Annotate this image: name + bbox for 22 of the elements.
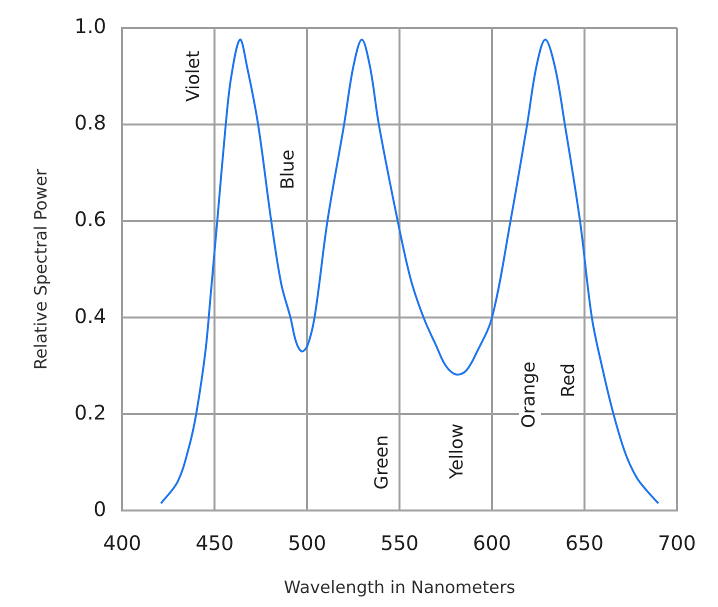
x-tick-label: 400 <box>103 530 142 555</box>
y-tick-label: 1.0 <box>74 14 106 38</box>
line-series <box>160 38 660 504</box>
annotation: Red <box>558 363 579 398</box>
annotation: Green <box>372 435 393 490</box>
y-tick-label: 0.4 <box>74 304 106 328</box>
annotation: Blue <box>277 149 298 190</box>
x-tick-label: 700 <box>658 530 696 555</box>
y-axis-title: Relative Spectral Power <box>32 168 52 370</box>
x-tick-label: 650 <box>565 530 604 555</box>
y-tick-label: 0.6 <box>74 207 106 232</box>
x-axis-title: Wavelength in Nanometers <box>284 578 516 598</box>
annotation: Orange <box>518 362 540 428</box>
annotation: Violet <box>182 50 204 102</box>
x-tick-label: 600 <box>472 530 512 555</box>
y-tick-label: 0.8 <box>74 110 106 135</box>
y-tick-label: 0 <box>93 496 106 521</box>
x-tick-label: 550 <box>380 530 419 555</box>
x-tick-label: 450 <box>196 530 234 555</box>
annotation: Yellow <box>446 424 468 480</box>
y-tick-label: 0.2 <box>74 400 106 424</box>
x-tick-label: 500 <box>288 530 326 555</box>
